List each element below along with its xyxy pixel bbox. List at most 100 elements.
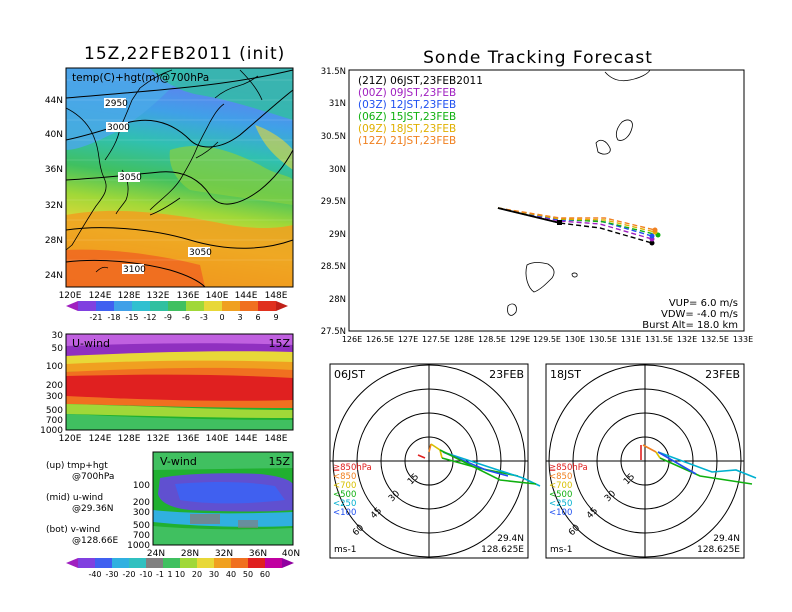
svg-text:36N: 36N bbox=[249, 549, 267, 559]
svg-text:29.5N: 29.5N bbox=[321, 197, 346, 207]
svg-text:128.625E: 128.625E bbox=[481, 545, 524, 555]
svg-text:136E: 136E bbox=[177, 434, 200, 444]
hodograph-18jst bbox=[545, 363, 757, 559]
svg-text:30: 30 bbox=[209, 570, 219, 579]
contour-label-2950: 2950 bbox=[105, 99, 128, 109]
left-main-title: 15Z,22FEB2011 (init) bbox=[84, 44, 286, 64]
svg-text:28.5N: 28.5N bbox=[321, 262, 346, 272]
svg-text:120E: 120E bbox=[59, 434, 82, 444]
track-params: VUP= 6.0 m/s VDW= -4.0 m/s Burst Alt= 18… bbox=[642, 298, 738, 331]
svg-text:9: 9 bbox=[273, 313, 278, 322]
svg-text:132E: 132E bbox=[147, 291, 170, 301]
hodograph-06jst bbox=[329, 363, 541, 559]
svg-text:31N: 31N bbox=[329, 99, 346, 109]
svg-text:29N: 29N bbox=[329, 230, 346, 240]
svg-text:40N: 40N bbox=[282, 549, 300, 559]
svg-text:136E: 136E bbox=[177, 291, 200, 301]
svg-text:≧850hPa: ≧850hPa bbox=[549, 463, 588, 473]
svg-text:32N: 32N bbox=[45, 201, 63, 211]
svg-text:128E: 128E bbox=[454, 335, 474, 344]
hodo1-footer: ms-1 29.4N 128.625E bbox=[334, 534, 524, 555]
svg-text:120E: 120E bbox=[59, 291, 82, 301]
svg-text:-20: -20 bbox=[122, 570, 135, 579]
svg-text:-3: -3 bbox=[200, 313, 208, 322]
svg-text:18JST: 18JST bbox=[550, 368, 581, 381]
hodo2-labels: 18JST 23FEB bbox=[550, 368, 740, 381]
svg-text:300: 300 bbox=[46, 392, 63, 402]
svg-text:(up) tmp+hgt: (up) tmp+hgt bbox=[46, 461, 108, 471]
u-lon-ticks: 120E 124E 128E 132E 136E 140E 144E 148E bbox=[59, 434, 288, 444]
legend-21z: (21Z) 06JST,23FEB2011 bbox=[358, 75, 483, 87]
svg-text:<250: <250 bbox=[549, 499, 572, 509]
svg-text:140E: 140E bbox=[206, 434, 229, 444]
svg-text:100: 100 bbox=[46, 362, 63, 372]
svg-text:-9: -9 bbox=[164, 313, 172, 322]
svg-text:128E: 128E bbox=[118, 291, 141, 301]
temp-map bbox=[65, 67, 294, 288]
wind-colorbar bbox=[66, 558, 294, 568]
track-map bbox=[348, 69, 745, 332]
svg-text:1: 1 bbox=[167, 570, 172, 579]
svg-text:132E: 132E bbox=[147, 434, 170, 444]
svg-text:20: 20 bbox=[192, 570, 202, 579]
svg-text:40N: 40N bbox=[45, 130, 63, 140]
legend-12z: (12Z) 21JST,23FEB bbox=[358, 135, 456, 147]
u-wind-section bbox=[65, 333, 294, 431]
svg-text:32N: 32N bbox=[215, 549, 233, 559]
svg-text:@29.36N: @29.36N bbox=[72, 504, 114, 514]
svg-text:44N: 44N bbox=[45, 96, 63, 106]
track-legend: (21Z) 06JST,23FEB2011 (00Z) 09JST,23FEB … bbox=[358, 75, 483, 147]
temp-colorbar bbox=[66, 301, 288, 311]
svg-text:36N: 36N bbox=[45, 165, 63, 175]
svg-text:148E: 148E bbox=[265, 291, 288, 301]
svg-text:132E: 132E bbox=[677, 335, 697, 344]
svg-text:700: 700 bbox=[133, 531, 150, 541]
svg-text:-15: -15 bbox=[125, 313, 138, 322]
svg-text:23FEB: 23FEB bbox=[705, 368, 740, 381]
track-lat-ticks: 31.5N 31N 30.5N 30N 29.5N 29N 28.5N 28N … bbox=[321, 67, 346, 337]
svg-text:30: 30 bbox=[52, 331, 64, 341]
legend-06z: (06Z) 15JST,23FEB bbox=[358, 111, 456, 123]
svg-text:<700: <700 bbox=[333, 481, 356, 491]
svg-text:1000: 1000 bbox=[127, 541, 150, 551]
svg-text:129.5E: 129.5E bbox=[533, 335, 561, 344]
svg-text:500: 500 bbox=[133, 521, 150, 531]
svg-text:<500: <500 bbox=[333, 490, 356, 500]
contour-label-3000: 3000 bbox=[107, 123, 130, 133]
svg-text:124E: 124E bbox=[89, 434, 112, 444]
svg-text:126.5E: 126.5E bbox=[366, 335, 394, 344]
v-wind-section bbox=[152, 451, 294, 546]
u-wind-time: 15Z bbox=[268, 337, 290, 350]
svg-text:30.5N: 30.5N bbox=[321, 132, 346, 142]
svg-text:-18: -18 bbox=[107, 313, 120, 322]
contour-label-3050a: 3050 bbox=[119, 173, 142, 183]
svg-text:131.5E: 131.5E bbox=[645, 335, 673, 344]
svg-text:ms-1: ms-1 bbox=[550, 545, 572, 555]
svg-text:0: 0 bbox=[219, 313, 224, 322]
svg-text:29.4N: 29.4N bbox=[497, 534, 524, 544]
svg-text:131E: 131E bbox=[621, 335, 641, 344]
svg-text:133E: 133E bbox=[733, 335, 753, 344]
map-label: temp(C)+hgt(m)@700hPa bbox=[72, 72, 209, 84]
notes: (up) tmp+hgt @700hPa (mid) u-wind @29.36… bbox=[46, 461, 118, 546]
svg-text:127E: 127E bbox=[398, 335, 418, 344]
svg-text:6: 6 bbox=[255, 313, 260, 322]
svg-text:28N: 28N bbox=[329, 295, 346, 305]
hodo2-levels: ≧850hPa <850 <700 <500 <250 <100 bbox=[549, 463, 588, 518]
svg-text:127.5E: 127.5E bbox=[422, 335, 450, 344]
svg-text:100: 100 bbox=[133, 481, 150, 491]
svg-text:-12: -12 bbox=[143, 313, 156, 322]
track-title: Sonde Tracking Forecast bbox=[423, 48, 653, 68]
svg-text:1000: 1000 bbox=[40, 426, 63, 436]
svg-text:≧850hPa: ≧850hPa bbox=[333, 463, 372, 473]
svg-text:130.5E: 130.5E bbox=[589, 335, 617, 344]
svg-text:60: 60 bbox=[260, 570, 270, 579]
svg-text:<250: <250 bbox=[333, 499, 356, 509]
svg-text:-21: -21 bbox=[89, 313, 102, 322]
svg-text:200: 200 bbox=[133, 498, 150, 508]
contour-label-3050b: 3050 bbox=[189, 248, 212, 258]
legend-09z: (09Z) 18JST,23FEB bbox=[358, 123, 456, 135]
legend-00z: (00Z) 09JST,23FEB bbox=[358, 87, 456, 99]
svg-text:50: 50 bbox=[52, 344, 64, 354]
svg-text:Burst Alt= 18.0 km: Burst Alt= 18.0 km bbox=[642, 320, 738, 331]
